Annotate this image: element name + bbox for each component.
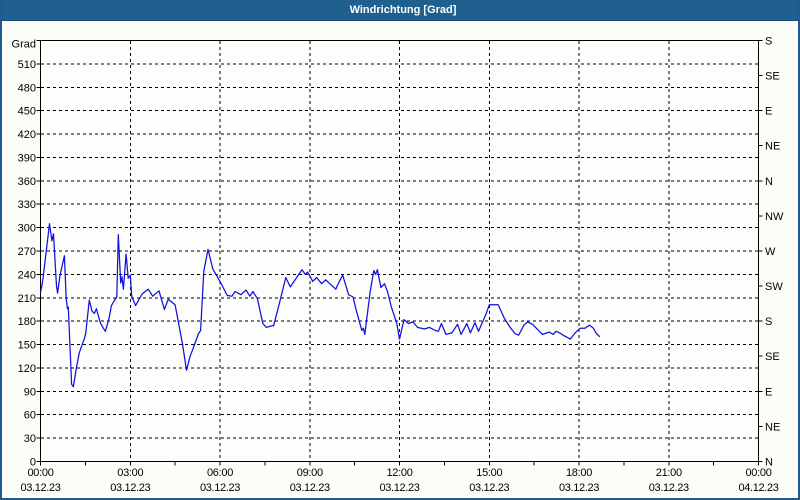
svg-text:390: 390 [18,152,36,164]
svg-text:480: 480 [18,82,36,94]
svg-text:NE: NE [765,141,780,153]
svg-text:510: 510 [18,59,36,71]
svg-text:03.12.23: 03.12.23 [200,482,240,494]
svg-text:150: 150 [18,340,36,352]
svg-text:03.12.23: 03.12.23 [290,482,330,494]
svg-text:00:00: 00:00 [745,467,771,479]
svg-text:450: 450 [18,106,36,118]
svg-text:03.12.23: 03.12.23 [110,482,150,494]
svg-text:15:00: 15:00 [476,467,502,479]
svg-text:W: W [765,246,776,258]
svg-text:SE: SE [765,351,780,363]
svg-text:18:00: 18:00 [566,467,592,479]
svg-text:420: 420 [18,129,36,141]
svg-text:E: E [765,106,772,118]
svg-text:300: 300 [18,223,36,235]
svg-text:03.12.23: 03.12.23 [559,482,599,494]
svg-text:Grad: Grad [12,39,36,51]
svg-text:SE: SE [765,71,780,83]
svg-text:30: 30 [24,433,36,445]
svg-text:0: 0 [30,457,36,469]
svg-text:03:00: 03:00 [117,467,143,479]
svg-text:SW: SW [765,281,783,293]
svg-text:NE: NE [765,421,780,433]
svg-text:21:00: 21:00 [656,467,682,479]
svg-text:NW: NW [765,211,784,223]
svg-text:270: 270 [18,246,36,258]
svg-text:S: S [765,36,772,48]
svg-text:03.12.23: 03.12.23 [379,482,419,494]
svg-text:90: 90 [24,386,36,398]
svg-text:360: 360 [18,176,36,188]
svg-text:240: 240 [18,269,36,281]
svg-text:03.12.23: 03.12.23 [649,482,689,494]
svg-text:06:00: 06:00 [207,467,233,479]
svg-text:60: 60 [24,410,36,422]
svg-text:12:00: 12:00 [386,467,412,479]
svg-text:N: N [765,176,773,188]
svg-text:N: N [765,457,773,469]
svg-text:210: 210 [18,293,36,305]
svg-text:03.12.23: 03.12.23 [469,482,509,494]
svg-text:330: 330 [18,199,36,211]
svg-text:04.12.23: 04.12.23 [738,482,778,494]
svg-text:Windrichtung [Grad]: Windrichtung [Grad] [350,4,457,16]
svg-text:S: S [765,316,772,328]
svg-text:180: 180 [18,316,36,328]
svg-text:E: E [765,386,772,398]
svg-text:120: 120 [18,363,36,375]
svg-text:00:00: 00:00 [27,467,53,479]
svg-text:03.12.23: 03.12.23 [20,482,60,494]
svg-text:09:00: 09:00 [297,467,323,479]
